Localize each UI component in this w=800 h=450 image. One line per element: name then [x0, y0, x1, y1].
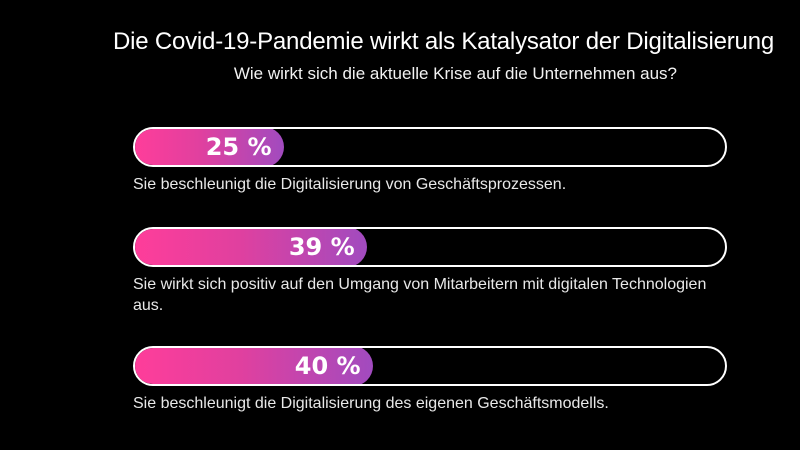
bar-value-label: 40 %: [294, 352, 361, 380]
bar-fill: 25 %: [135, 129, 284, 165]
bar-value-label: 25 %: [205, 133, 272, 161]
bar-item-1: 25 % Sie beschleunigt die Digitalisierun…: [133, 127, 727, 195]
bar-description: Sie wirkt sich positiv auf den Umgang vo…: [133, 276, 707, 314]
bar-item-2: 39 % Sie wirkt sich positiv auf den Umga…: [133, 227, 727, 316]
bar-description: Sie beschleunigt die Digitalisierung von…: [133, 176, 567, 193]
bar-value-label: 39 %: [288, 233, 355, 261]
bar-track: 39 %: [133, 227, 727, 267]
bar-fill: 40 %: [135, 348, 373, 384]
chart-subtitle: Wie wirkt sich die aktuelle Krise auf di…: [233, 64, 677, 83]
bar-fill: 39 %: [135, 229, 367, 265]
bar-track: 40 %: [133, 346, 727, 386]
bar-item-3: 40 % Sie beschleunigt die Digitalisierun…: [133, 346, 727, 414]
chart-title: Die Covid-19-Pandemie wirkt als Katalysa…: [112, 28, 774, 55]
bar-track: 25 %: [133, 127, 727, 167]
bar-description: Sie beschleunigt die Digitalisierung des…: [133, 395, 609, 412]
